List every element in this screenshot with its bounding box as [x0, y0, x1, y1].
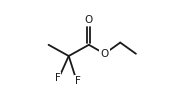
Text: F: F — [75, 76, 81, 86]
Text: F: F — [55, 73, 60, 83]
Text: O: O — [100, 49, 109, 59]
Text: O: O — [85, 15, 93, 25]
